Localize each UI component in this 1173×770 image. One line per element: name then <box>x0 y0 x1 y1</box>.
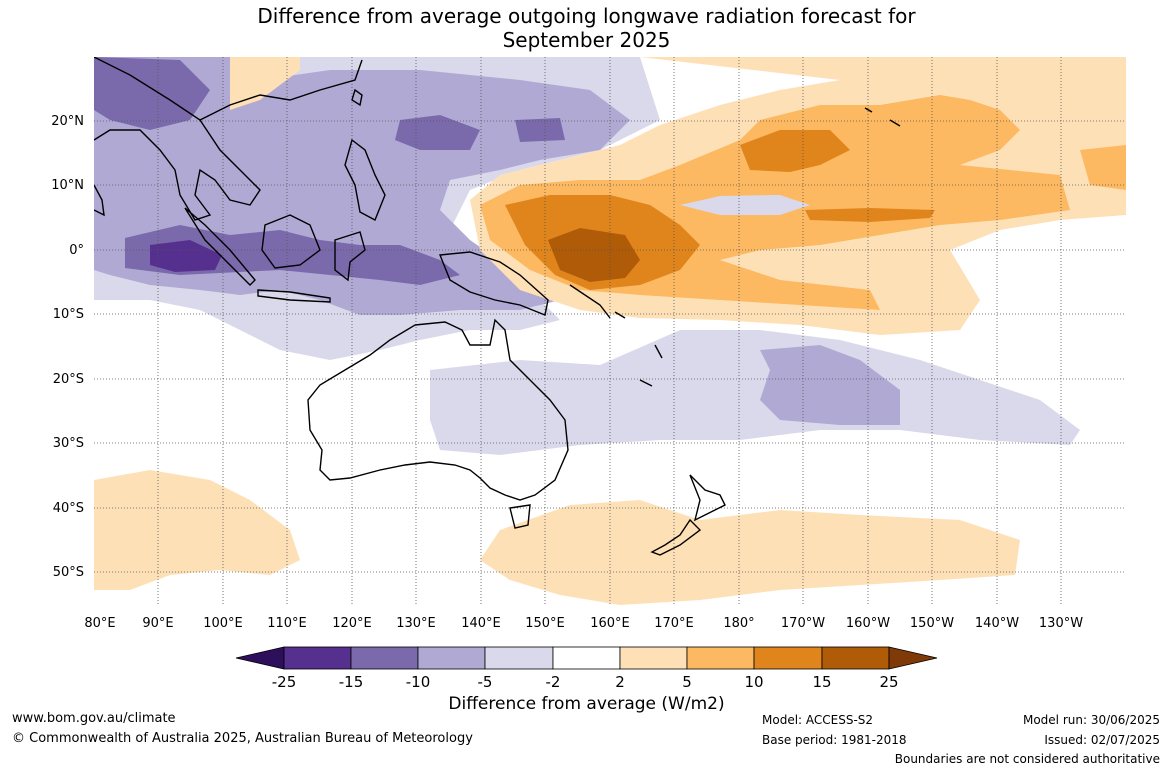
lon-label-110e: 110°E <box>267 616 307 631</box>
footer-url[interactable]: www.bom.gov.au/climate <box>12 711 176 726</box>
title-line-2: September 2025 <box>502 28 671 52</box>
lon-label-100e: 100°E <box>203 616 243 631</box>
lon-label-150e: 150°E <box>525 616 565 631</box>
cb-label-25: 25 <box>879 673 898 691</box>
cb-label-neg25: -25 <box>272 673 297 691</box>
new-zealand-north <box>689 474 726 522</box>
cb-label-10: 10 <box>744 673 763 691</box>
colorbar-bin-5 <box>552 646 621 670</box>
colorbar-title: Difference from average (W/m2) <box>448 694 725 714</box>
cb-label-neg2: -2 <box>546 673 561 691</box>
colorbar-extend-low <box>235 646 285 670</box>
colorbar-bin-4 <box>484 646 554 670</box>
lon-label-120e: 120°E <box>332 616 372 631</box>
china-coast <box>199 59 363 121</box>
lon-label-180: 180° <box>723 616 754 631</box>
cb-label-2: 2 <box>615 673 625 691</box>
lon-axis: 80°E 90°E 100°E 110°E 120°E 130°E 140°E … <box>84 616 1083 631</box>
java-coast <box>257 289 331 303</box>
borneo-coast <box>261 214 321 269</box>
lon-label-130e: 130°E <box>396 616 436 631</box>
australia-coast <box>307 318 569 501</box>
gridlines <box>94 57 1126 605</box>
lat-label-10n: 10°N <box>51 178 84 193</box>
new-zealand-south <box>650 518 702 556</box>
pos-south-west <box>94 470 300 590</box>
colorbar-bin-7 <box>686 646 755 670</box>
footer-issued: Issued: 02/07/2025 <box>1044 733 1160 747</box>
neg-core <box>150 240 222 272</box>
lat-label-50s: 50°S <box>53 565 84 580</box>
colorbar-bin-9 <box>821 646 890 670</box>
footer-model-run: Model run: 30/06/2025 <box>1022 713 1160 727</box>
sulawesi-coast <box>334 231 366 282</box>
colorbar-labels: -25 -15 -10 -5 -2 2 5 10 15 25 <box>272 673 899 691</box>
coastlines <box>94 57 901 556</box>
lon-label-80e: 80°E <box>84 616 115 631</box>
lat-label-0: 0° <box>69 243 84 258</box>
footer-boundaries: Boundaries are not considered authoritat… <box>894 752 1160 766</box>
lon-label-160e: 160°E <box>590 616 630 631</box>
neg-south-light <box>430 330 1080 455</box>
sumatra-coast <box>184 207 256 286</box>
philippines-coast <box>344 138 386 221</box>
pacific-islands <box>569 107 901 387</box>
lon-label-140w: 140°W <box>975 616 1019 631</box>
cb-label-5: 5 <box>682 673 692 691</box>
pos-south-east <box>480 500 1020 605</box>
lon-label-170w: 170°W <box>781 616 825 631</box>
colorbar-bin-3 <box>417 646 486 670</box>
cb-label-15: 15 <box>812 673 831 691</box>
lat-label-10s: 10°S <box>53 307 84 322</box>
new-guinea-coast <box>439 251 549 316</box>
colorbar-bin-2 <box>350 646 419 670</box>
lon-label-150w: 150°W <box>910 616 954 631</box>
colorbar-bin-6 <box>619 646 688 670</box>
footer-copyright: © Commonwealth of Australia 2025, Austra… <box>12 731 473 746</box>
taiwan-coast <box>351 88 363 107</box>
colorbar-bin-1 <box>283 646 352 670</box>
footer-model: Model: ACCESS-S2 <box>762 713 874 727</box>
tasmania-coast <box>509 504 531 529</box>
indochina-coast <box>94 57 261 221</box>
map-title: Difference from average outgoing longwav… <box>0 4 1173 52</box>
neg-south-mid <box>760 345 900 425</box>
lat-label-30s: 30°S <box>53 436 84 451</box>
cb-label-neg5: -5 <box>478 673 493 691</box>
colorbar-bin-8 <box>753 646 823 670</box>
lon-label-90e: 90°E <box>142 616 173 631</box>
lon-label-170e: 170°E <box>654 616 694 631</box>
title-line-1: Difference from average outgoing longwav… <box>257 4 916 28</box>
colorbar <box>235 646 938 670</box>
anomaly-shading <box>94 57 1126 605</box>
lat-label-20n: 20°N <box>51 114 84 129</box>
lon-label-160w: 160°W <box>846 616 890 631</box>
pos-gap <box>680 195 810 215</box>
colorbar-extend-high <box>888 646 938 670</box>
lat-label-20s: 20°S <box>53 372 84 387</box>
lon-label-140e: 140°E <box>461 616 501 631</box>
cb-label-neg15: -15 <box>339 673 364 691</box>
lat-label-40s: 40°S <box>53 501 84 516</box>
cb-label-neg10: -10 <box>406 673 431 691</box>
footer-base-period: Base period: 1981-2018 <box>762 733 907 747</box>
neg-band-strong <box>94 57 565 285</box>
lon-label-130w: 130°W <box>1039 616 1083 631</box>
lat-axis: 20°N 10°N 0° 10°S 20°S 30°S 40°S 50°S <box>51 114 84 580</box>
pos-core <box>548 228 640 282</box>
